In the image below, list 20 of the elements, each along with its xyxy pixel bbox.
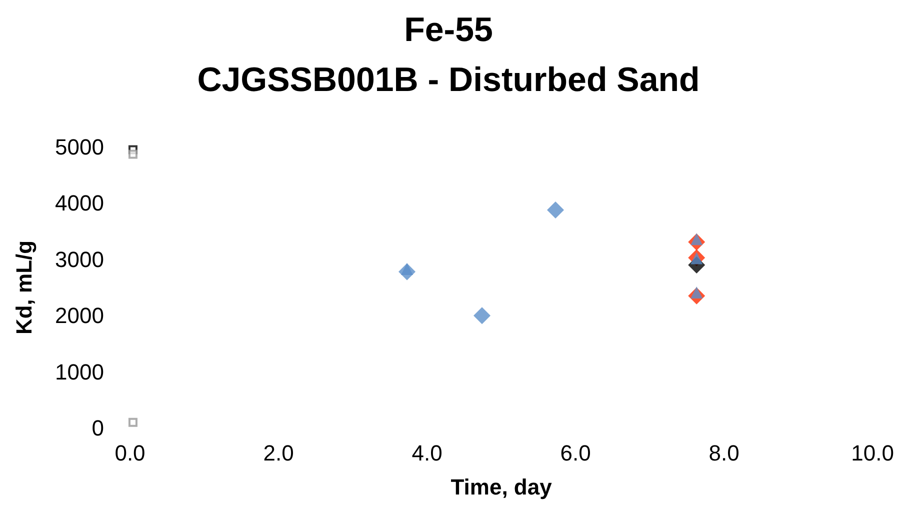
y-tick-label: 3000	[55, 246, 104, 272]
x-tick-label: 8.0	[708, 440, 740, 466]
y-tick-label: 4000	[55, 190, 104, 216]
point	[128, 150, 138, 159]
chart-subtitle: CJGSSB001B - Disturbed Sand	[197, 61, 700, 99]
point	[128, 418, 138, 427]
y-tick-label: 1000	[55, 359, 104, 384]
point	[547, 201, 564, 218]
x-tick-label: 2.0	[263, 440, 294, 466]
y-tick-label: 5000	[55, 134, 104, 160]
chart-title: Fe-55	[404, 11, 493, 49]
x-axis-title: Time, day	[450, 474, 553, 500]
x-tick-label: 10.0	[851, 440, 894, 466]
x-tick-label: 6.0	[560, 440, 591, 466]
x-tick-label: 0.0	[114, 440, 146, 466]
point	[473, 307, 490, 324]
y-tick-label: 2000	[55, 303, 104, 328]
x-tick-label: 4.0	[412, 440, 442, 466]
y-axis-title: Kd, mL/g	[12, 240, 36, 335]
y-tick-label: 0	[92, 416, 104, 440]
